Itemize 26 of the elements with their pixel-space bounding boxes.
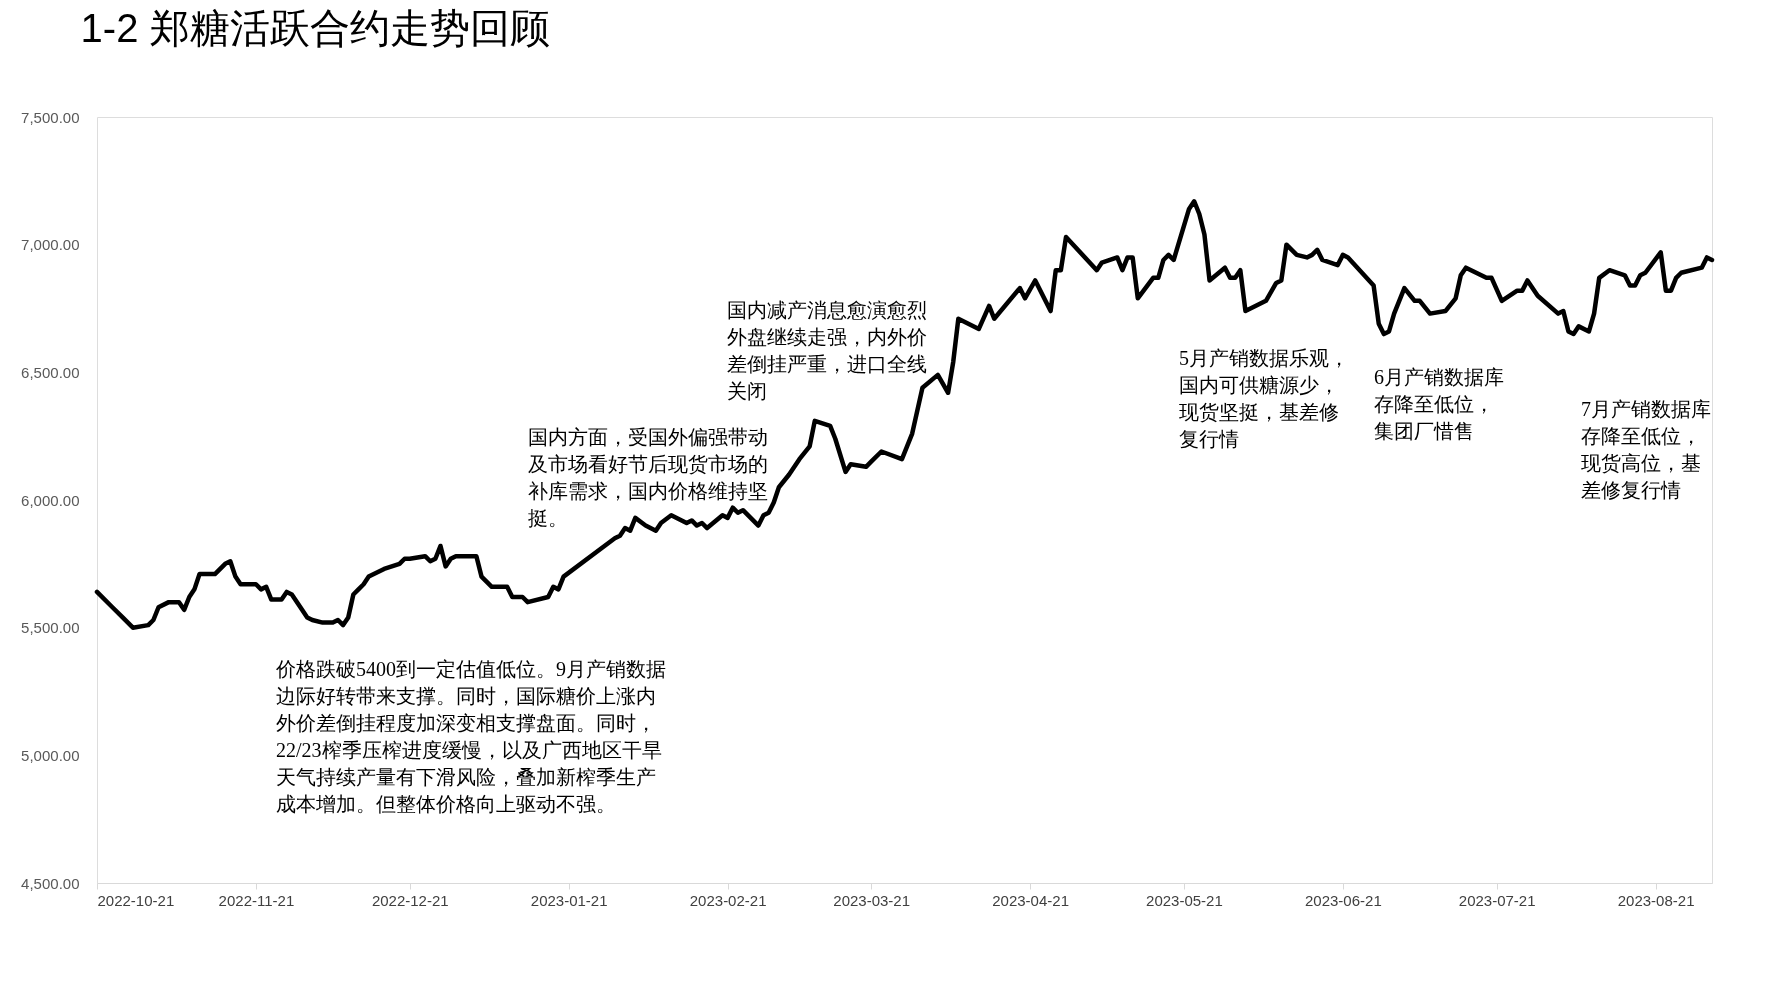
y-tick-label: 6,500.00 (21, 363, 80, 381)
chart-title: 1-2 郑糖活跃合约走势回顾 (80, 6, 550, 50)
annotation: 6月产销数据库存降至低位，集团厂惜售 (1374, 366, 1504, 442)
x-tick-label: 2023-01-21 (530, 891, 608, 909)
x-tick-label: 2023-07-21 (1458, 891, 1536, 909)
annotation: 7月产销数据库存降至低位，现货高位，基差修复行情 (1581, 398, 1711, 501)
annotation: 国内减产消息愈演愈烈外盘继续走强，内外价差倒挂严重，进口全线关闭 (727, 299, 927, 402)
y-tick-label: 7,500.00 (21, 108, 80, 126)
y-tick-label: 7,000.00 (21, 236, 80, 254)
x-tick-label: 2022-12-21 (371, 891, 449, 909)
annotation: 5月产销数据乐观，国内可供糖源少，现货坚挺，基差修复行情 (1179, 347, 1349, 450)
x-tick-label: 2023-05-21 (1146, 891, 1223, 909)
annotation: 价格跌破5400到一定估值低位。9月产销数据边际好转带来支撑。同时，国际糖价上涨内外价差倒挂程度加深变相支撑盘面。同时，22/23榨季压榨进度缓慢，以及广西地区干旱天气持续产量有下滑风险，叠加新榨季生产成本增加。但整体价格向上驱动不强。 (275, 658, 666, 815)
x-tick-label: 2022-10-21 (97, 891, 175, 909)
x-tick-label: 2023-04-21 (992, 891, 1069, 909)
x-tick-label: 2023-06-21 (1304, 891, 1382, 909)
annotation: 国内方面，受国外偏强带动及市场看好节后现货市场的补库需求，国内价格维持坚挺。 (528, 426, 768, 529)
line-series (94, 199, 1715, 630)
y-tick-label: 5,500.00 (21, 619, 80, 637)
x-tick-label: 2023-08-21 (1617, 891, 1695, 909)
x-tick-label: 2023-02-21 (689, 891, 767, 909)
x-tick-label: 2022-11-21 (218, 891, 295, 909)
y-tick-label: 4,500.00 (21, 874, 80, 892)
y-tick-label: 5,000.00 (21, 746, 80, 764)
y-tick-label: 6,000.00 (21, 491, 80, 509)
x-tick-label: 2023-03-21 (833, 891, 911, 909)
